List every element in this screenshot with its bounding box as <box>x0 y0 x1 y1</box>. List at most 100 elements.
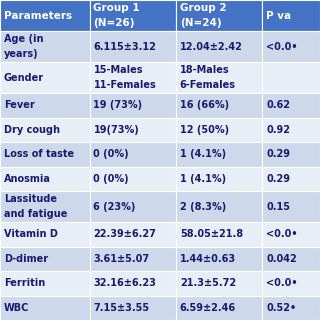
Text: (N=26): (N=26) <box>93 18 135 28</box>
Bar <box>90 166 176 191</box>
Text: 16 (66%): 16 (66%) <box>180 100 229 110</box>
Text: <0.0•: <0.0• <box>266 229 298 239</box>
Text: Vitamin D: Vitamin D <box>4 229 58 239</box>
Text: years): years) <box>4 49 38 59</box>
Bar <box>262 31 320 62</box>
Bar <box>0 62 90 93</box>
Bar <box>0 271 90 295</box>
Text: Group 2: Group 2 <box>180 3 227 13</box>
Text: Dry cough: Dry cough <box>4 125 60 135</box>
Text: 2 (8.3%): 2 (8.3%) <box>180 202 226 212</box>
Bar <box>0 0 90 31</box>
Bar <box>176 246 262 271</box>
Text: 11-Females: 11-Females <box>93 80 156 90</box>
Text: 1 (4.1%): 1 (4.1%) <box>180 149 226 159</box>
Text: 19(73%): 19(73%) <box>93 125 139 135</box>
Text: and fatigue: and fatigue <box>4 209 67 219</box>
Bar <box>176 166 262 191</box>
Text: Lassitude: Lassitude <box>4 194 57 204</box>
Bar <box>176 93 262 117</box>
Bar <box>90 246 176 271</box>
Bar <box>262 117 320 142</box>
Bar <box>262 62 320 93</box>
Bar <box>262 142 320 166</box>
Text: Age (in: Age (in <box>4 34 43 44</box>
Bar <box>90 271 176 295</box>
Text: <0.0•: <0.0• <box>266 278 298 288</box>
Bar <box>176 0 262 31</box>
Bar <box>262 271 320 295</box>
Bar <box>90 142 176 166</box>
Bar <box>90 93 176 117</box>
Bar <box>176 222 262 246</box>
Bar <box>90 222 176 246</box>
Text: 6 (23%): 6 (23%) <box>93 202 136 212</box>
Text: Parameters: Parameters <box>4 11 72 20</box>
Text: 18-Males: 18-Males <box>180 65 229 75</box>
Bar <box>262 191 320 222</box>
Text: 0.042: 0.042 <box>266 254 297 264</box>
Text: 1.44±0.63: 1.44±0.63 <box>180 254 236 264</box>
Text: Anosmia: Anosmia <box>4 174 51 184</box>
Text: 0.29: 0.29 <box>266 149 290 159</box>
Text: 12.04±2.42: 12.04±2.42 <box>180 42 243 52</box>
Text: Loss of taste: Loss of taste <box>4 149 74 159</box>
Bar <box>262 166 320 191</box>
Text: 6-Females: 6-Females <box>180 80 236 90</box>
Text: 6.115±3.12: 6.115±3.12 <box>93 42 156 52</box>
Bar <box>176 191 262 222</box>
Bar <box>90 0 176 31</box>
Text: 21.3±5.72: 21.3±5.72 <box>180 278 236 288</box>
Bar <box>176 117 262 142</box>
Text: 0.52•: 0.52• <box>266 303 296 313</box>
Text: 15-Males: 15-Males <box>93 65 143 75</box>
Text: Fever: Fever <box>4 100 35 110</box>
Text: 0.29: 0.29 <box>266 174 290 184</box>
Text: 3.61±5.07: 3.61±5.07 <box>93 254 149 264</box>
Bar <box>90 31 176 62</box>
Bar <box>90 191 176 222</box>
Text: 58.05±21.8: 58.05±21.8 <box>180 229 243 239</box>
Text: 32.16±6.23: 32.16±6.23 <box>93 278 156 288</box>
Text: 19 (73%): 19 (73%) <box>93 100 143 110</box>
Text: 7.15±3.55: 7.15±3.55 <box>93 303 149 313</box>
Bar <box>262 295 320 320</box>
Text: P va: P va <box>266 11 292 20</box>
Bar <box>0 191 90 222</box>
Bar <box>262 246 320 271</box>
Text: 1 (4.1%): 1 (4.1%) <box>180 174 226 184</box>
Text: Group 1: Group 1 <box>93 3 140 13</box>
Text: 6.59±2.46: 6.59±2.46 <box>180 303 236 313</box>
Text: 0 (0%): 0 (0%) <box>93 149 129 159</box>
Bar <box>0 142 90 166</box>
Text: 0.15: 0.15 <box>266 202 290 212</box>
Bar <box>0 295 90 320</box>
Bar <box>0 166 90 191</box>
Bar <box>176 271 262 295</box>
Text: Gender: Gender <box>4 73 44 83</box>
Bar <box>90 295 176 320</box>
Text: 0.62: 0.62 <box>266 100 290 110</box>
Text: 0.92: 0.92 <box>266 125 290 135</box>
Bar <box>90 62 176 93</box>
Text: 0 (0%): 0 (0%) <box>93 174 129 184</box>
Bar <box>0 31 90 62</box>
Text: Ferritin: Ferritin <box>4 278 45 288</box>
Bar <box>0 117 90 142</box>
Bar <box>0 222 90 246</box>
Bar <box>176 62 262 93</box>
Bar <box>262 0 320 31</box>
Bar <box>176 295 262 320</box>
Bar <box>0 93 90 117</box>
Bar <box>176 31 262 62</box>
Text: 22.39±6.27: 22.39±6.27 <box>93 229 156 239</box>
Bar <box>90 117 176 142</box>
Bar <box>262 93 320 117</box>
Text: (N=24): (N=24) <box>180 18 221 28</box>
Text: WBC: WBC <box>4 303 29 313</box>
Bar <box>176 142 262 166</box>
Text: 12 (50%): 12 (50%) <box>180 125 229 135</box>
Text: <0.0•: <0.0• <box>266 42 298 52</box>
Text: D-dimer: D-dimer <box>4 254 48 264</box>
Bar <box>262 222 320 246</box>
